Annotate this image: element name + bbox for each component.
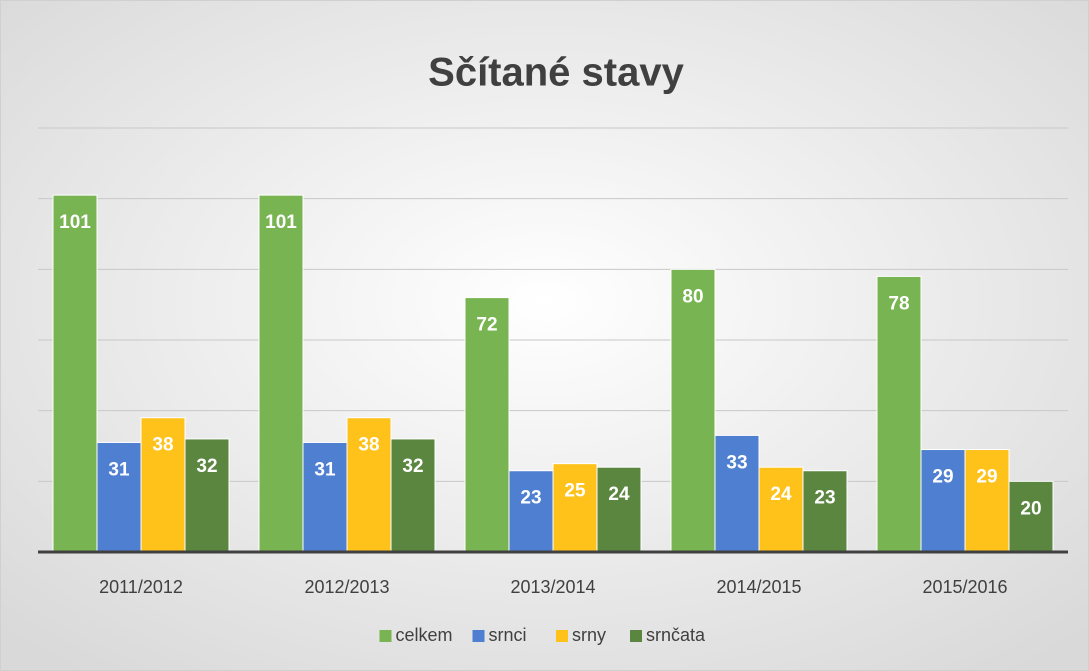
bar: [552, 463, 598, 553]
bar: [596, 466, 642, 553]
data-label: 38: [358, 435, 379, 456]
data-label: 24: [770, 484, 792, 505]
bar: [758, 466, 804, 553]
x-tick-label: 2011/2012: [99, 577, 183, 597]
data-label: 29: [932, 467, 953, 488]
bar: [184, 438, 230, 553]
bar: [140, 417, 186, 553]
bar: [508, 470, 554, 553]
legend-swatch: [630, 630, 642, 642]
bar: [346, 417, 392, 553]
bar: [802, 470, 848, 553]
bar: [964, 449, 1010, 553]
data-label: 72: [476, 315, 497, 336]
data-label: 23: [520, 488, 541, 509]
bar: [390, 438, 436, 553]
legend-label: celkem: [396, 625, 453, 645]
chart-title: Sčítané stavy: [428, 51, 684, 95]
bar: [52, 194, 98, 553]
data-label: 38: [152, 435, 173, 456]
bar: [920, 449, 966, 553]
bar: [258, 194, 304, 553]
legend-label: srnci: [489, 625, 527, 645]
data-label: 23: [814, 488, 835, 509]
data-label: 31: [314, 459, 336, 480]
data-label: 31: [108, 459, 130, 480]
legend-label: srny: [572, 625, 606, 645]
data-label: 24: [608, 484, 630, 505]
data-label: 20: [1020, 498, 1041, 519]
bar: [464, 297, 510, 553]
data-label: 32: [196, 456, 217, 477]
x-tick-label: 2014/2015: [716, 577, 801, 597]
legend-swatch: [472, 630, 485, 642]
bar: [670, 268, 716, 553]
data-label: 101: [265, 212, 297, 233]
legend-label: srnčata: [646, 625, 706, 645]
data-label: 29: [976, 467, 997, 488]
bar: [1008, 480, 1054, 553]
x-tick-label: 2012/2013: [304, 577, 389, 597]
x-tick-label: 2015/2016: [922, 577, 1007, 597]
data-label: 80: [682, 286, 703, 307]
legend-swatch: [556, 630, 568, 642]
bar: [876, 275, 922, 553]
data-label: 33: [726, 452, 747, 473]
legend-swatch: [379, 630, 392, 642]
data-label: 78: [888, 293, 909, 314]
data-label: 101: [59, 212, 91, 233]
x-tick-label: 2013/2014: [510, 577, 595, 597]
data-label: 32: [402, 456, 423, 477]
bar: [302, 441, 348, 553]
data-label: 25: [564, 481, 586, 502]
